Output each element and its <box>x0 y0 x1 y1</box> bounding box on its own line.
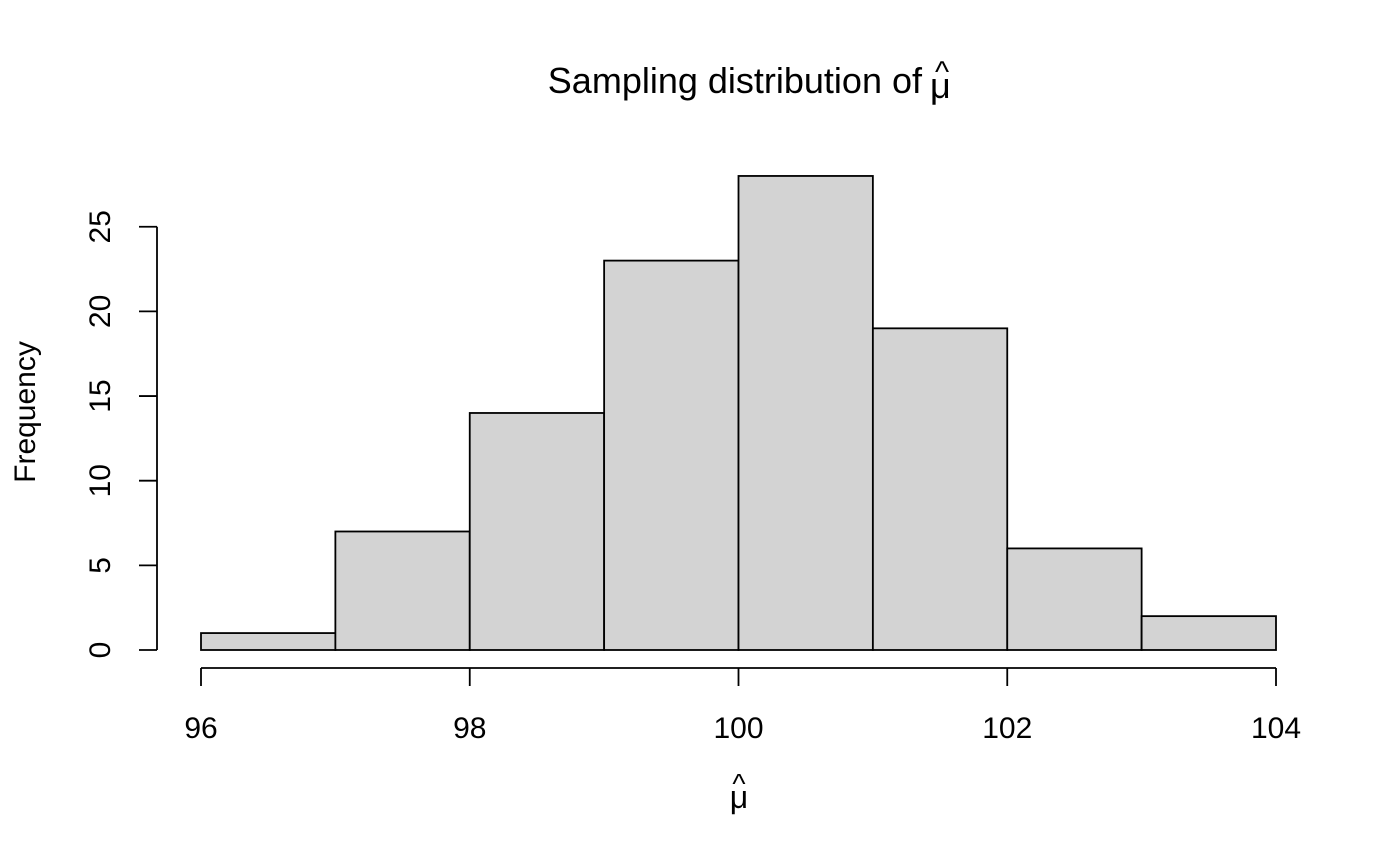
x-axis-label-hat: ^ <box>732 768 745 799</box>
x-tick-label: 104 <box>1251 712 1301 745</box>
x-tick-label: 100 <box>713 712 763 745</box>
svg-text:Sampling distribution of: Sampling distribution of <box>548 60 923 101</box>
x-tick-label: 96 <box>184 712 217 745</box>
histogram-bar-0 <box>200 632 337 651</box>
chart-title-symbol: μ <box>930 65 951 106</box>
x-axis: 96 98 100 102 104 <box>184 667 1301 745</box>
x-axis-label: μ <box>730 779 748 815</box>
histogram-bar-1 <box>334 530 471 651</box>
y-tick-label: 5 <box>84 557 117 574</box>
histogram-bar-5 <box>871 327 1009 651</box>
y-tick-label: 10 <box>84 464 117 497</box>
chart-title-hat: ^ <box>935 56 949 89</box>
chart-title: Sampling distribution of μ ^ <box>548 56 951 106</box>
histogram-bar-2 <box>468 412 606 651</box>
histogram-bar-7 <box>1140 615 1277 651</box>
chart-title-text: Sampling distribution of <box>548 60 923 101</box>
histogram-bars <box>200 175 1277 651</box>
y-tick-label: 20 <box>84 295 117 328</box>
x-tick-label: 98 <box>453 712 486 745</box>
histogram-bar-4 <box>737 175 874 651</box>
x-tick-label: 102 <box>982 712 1032 745</box>
histogram-bar-3 <box>603 259 740 651</box>
y-tick-label: 0 <box>84 642 117 659</box>
y-tick-label: 15 <box>84 379 117 412</box>
y-axis: 0 5 10 15 20 25 <box>84 210 158 659</box>
y-axis-label: Frequency <box>9 341 42 483</box>
histogram-bar-6 <box>1006 547 1143 651</box>
y-tick-label: 25 <box>84 210 117 243</box>
x-axis-title: μ ^ <box>730 768 748 815</box>
